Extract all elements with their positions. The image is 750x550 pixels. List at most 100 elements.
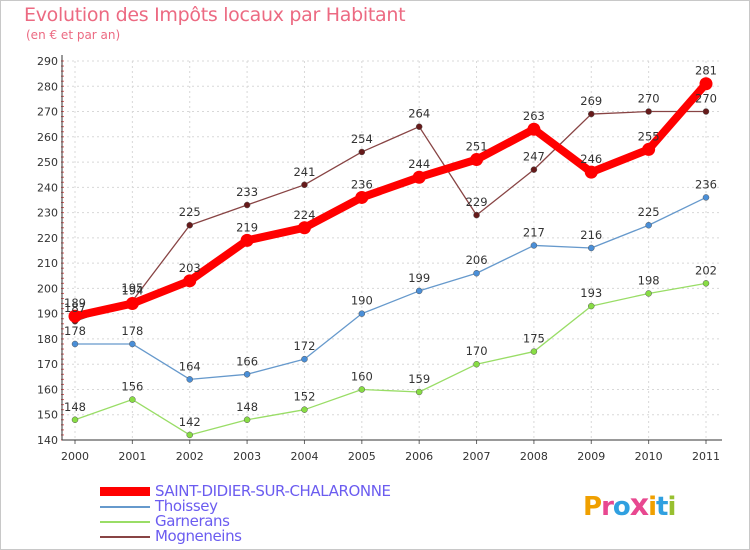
data-label: 159: [408, 372, 430, 386]
data-label: 194: [121, 284, 143, 298]
y-tick-label: 250: [37, 156, 58, 169]
y-tick-label: 290: [37, 55, 58, 68]
legend-label: Mogneneins: [155, 527, 242, 545]
y-tick-label: 260: [37, 131, 58, 144]
proxiti-logo: Proxiti: [583, 488, 676, 523]
data-label: 206: [466, 253, 488, 267]
point-thoissey-2000: [71, 340, 79, 348]
data-label: 236: [695, 177, 717, 191]
axes: 140 150 160 170 180 190 200 210 220 230 240 250 260 2…: [37, 55, 722, 463]
data-label: 175: [523, 332, 545, 346]
y-tick-label: 210: [37, 257, 58, 270]
point-garnerans-2006: [415, 388, 423, 396]
point-thoissey-2002: [186, 376, 193, 383]
point-thoissey-2011: [702, 194, 710, 201]
point-garnerans-2007: [473, 360, 480, 368]
point-saint-didier-sur-chalaronne-2008: [527, 122, 541, 136]
point-saint-didier-sur-chalaronne-2006: [412, 170, 426, 184]
x-tick-label: 2009: [577, 450, 605, 463]
data-label: 187: [64, 301, 86, 315]
y-tick-label: 270: [37, 106, 58, 119]
point-garnerans-2002: [186, 431, 193, 439]
data-label: 219: [236, 220, 258, 234]
y-tick-label: 280: [37, 80, 58, 93]
y-tick-label: 180: [37, 333, 58, 346]
data-label: 247: [523, 150, 545, 164]
point-thoissey-2004: [301, 355, 308, 363]
point-thoissey-2007: [473, 269, 480, 277]
data-label: 178: [121, 324, 143, 338]
data-label: 148: [64, 400, 86, 414]
point-thoissey-2001: [129, 340, 136, 348]
series-line-saint-didier-sur-chalaronne: [71, 79, 710, 321]
legend-label: Thoissey: [155, 497, 218, 515]
data-label: 142: [179, 415, 201, 429]
logo-letter: r: [601, 492, 614, 522]
data-label: 202: [695, 263, 717, 277]
point-saint-didier-sur-chalaronne-2000: [68, 309, 82, 323]
series-line-mogneneins: [74, 110, 707, 322]
chart-title: Evolution des Impôts locaux par Habitant: [24, 4, 406, 26]
chart-subtitle: (en € et par an): [26, 28, 121, 42]
data-label: 254: [351, 132, 373, 146]
data-label: 241: [293, 165, 315, 179]
point-garnerans-2001: [129, 396, 136, 403]
point-mogneneins-2008: [530, 166, 538, 173]
data-label: 269: [580, 94, 602, 108]
logo-letter: x: [629, 488, 649, 523]
point-mogneneins-2004: [301, 181, 308, 189]
data-label: 178: [64, 324, 86, 338]
x-tick-label: 2006: [405, 450, 433, 463]
data-label: 233: [236, 185, 258, 199]
point-saint-didier-sur-chalaronne-2001: [125, 297, 139, 311]
point-saint-didier-sur-chalaronne-2002: [183, 274, 197, 288]
x-tick-label: 2000: [61, 450, 89, 463]
data-label: 263: [523, 109, 545, 123]
grid: [62, 60, 722, 441]
point-garnerans-2011: [702, 280, 710, 287]
point-mogneneins-2005: [358, 148, 366, 156]
data-label: 164: [179, 359, 201, 373]
point-thoissey-2006: [415, 287, 423, 295]
y-tick-label: 230: [37, 207, 58, 220]
data-label: 216: [580, 228, 602, 242]
x-tick-label: 2005: [348, 450, 376, 463]
y-tick-label: 200: [37, 282, 58, 295]
y-tick-label: 240: [37, 181, 58, 194]
data-label: 203: [179, 261, 201, 275]
data-label: 251: [466, 140, 488, 154]
point-saint-didier-sur-chalaronne-2011: [699, 77, 713, 91]
data-label: 190: [351, 294, 373, 308]
data-label: 229: [466, 195, 488, 209]
logo-letter: i: [648, 492, 657, 522]
y-tick-label: 170: [37, 358, 58, 371]
legend-swatch: [100, 506, 150, 508]
data-label: 172: [293, 339, 315, 353]
point-garnerans-2003: [243, 416, 251, 424]
data-label: 166: [236, 354, 258, 368]
data-label: 148: [236, 400, 258, 414]
point-garnerans-2000: [71, 416, 79, 424]
data-label: 193: [580, 286, 602, 300]
point-thoissey-2009: [588, 244, 595, 252]
y-tick-label: 150: [37, 409, 58, 422]
data-label: 244: [408, 157, 430, 171]
y-tick-label: 140: [37, 434, 58, 447]
data-labels: 148 156 142 148 152 160 159 170 175 193 198 202 178 1…: [64, 64, 717, 429]
data-label: 195: [121, 281, 143, 295]
legend-swatch: [100, 536, 150, 538]
x-tick-label: 2010: [635, 450, 663, 463]
legend-swatch: [100, 521, 150, 523]
point-garnerans-2008: [530, 348, 538, 355]
point-mogneneins-2010: [645, 108, 652, 115]
point-mogneneins-2011: [702, 108, 710, 115]
point-garnerans-2004: [301, 406, 308, 413]
y-tick-label: 190: [37, 308, 58, 321]
point-garnerans-2010: [645, 290, 652, 297]
data-label: 255: [638, 129, 660, 143]
point-mogneneins-2003: [243, 201, 251, 209]
point-thoissey-2008: [530, 242, 538, 249]
data-label: 281: [695, 64, 717, 78]
point-mogneneins-2007: [473, 211, 480, 219]
point-mogneneins-2006: [415, 123, 423, 130]
